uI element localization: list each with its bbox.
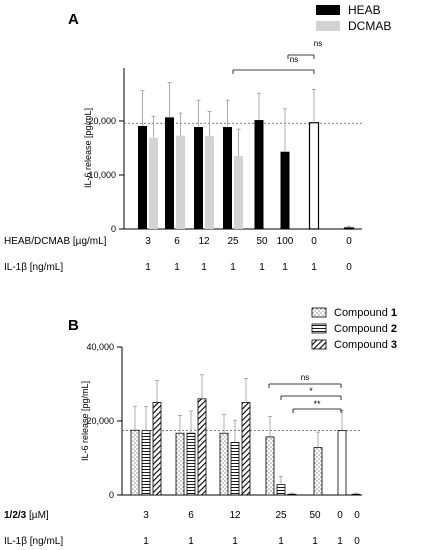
legend-b-label-2: Compound 2 — [334, 323, 397, 335]
panel-a: A HEAB DCMAB IL-6 release [pg/mL] 0 10,0… — [4, 3, 391, 273]
bar-b-3-6 — [351, 493, 361, 496]
y-ticks-b: 0 20,000 40,000 — [86, 342, 122, 500]
bar-a-0-2 — [194, 127, 203, 229]
bar-a-1-2 — [205, 136, 214, 229]
panel-b: B Compound 1 Compound 2 Compound 3 IL-6 … — [4, 307, 397, 547]
x-cat-a-0: 3 — [145, 236, 151, 247]
x-il-a-3: 1 — [230, 262, 236, 273]
bar-b-2-1 — [197, 398, 207, 496]
x-il-b-0: 1 — [143, 536, 149, 547]
bar-b-0-1 — [175, 432, 185, 496]
x-cat-a-2: 12 — [198, 236, 210, 247]
x-cat-b-2: 12 — [229, 510, 241, 521]
row-label-a-il: IL-1β [ng/mL] — [4, 262, 63, 273]
x-cat-a-1: 6 — [174, 236, 180, 247]
x-il-a-1: 1 — [174, 262, 180, 273]
x-il-a-7: 0 — [346, 262, 352, 273]
y-tick-label-a-1: 10,000 — [88, 170, 116, 180]
legend-a-swatch-heab — [316, 5, 340, 15]
panel-b-label: B — [68, 317, 79, 334]
bar-b-0-4 — [313, 447, 323, 496]
x-il-b-3: 1 — [278, 536, 284, 547]
bar-b-1-3 — [276, 484, 286, 496]
row-label-b-conc: 1/2/3 [µM] — [4, 510, 49, 521]
x-cat-b-4: 50 — [309, 510, 321, 521]
legend-b-swatch-3 — [311, 339, 327, 350]
row-label-b-il: IL-1β [ng/mL] — [4, 536, 63, 547]
bar-a-0-5 — [280, 151, 290, 229]
legend-b: Compound 1 Compound 2 Compound 3 — [311, 307, 397, 351]
x-cat-b-5: 0 — [337, 510, 343, 521]
bar-b-2-2 — [241, 402, 251, 496]
x-cat-a-3: 25 — [227, 236, 239, 247]
x-il-a-0: 1 — [145, 262, 151, 273]
x-cat-a-5: 100 — [277, 236, 294, 247]
legend-a: HEAB DCMAB — [316, 3, 391, 33]
x-cat-b-0: 3 — [143, 510, 149, 521]
legend-b-swatch-2 — [311, 323, 327, 334]
row-label-a-conc: HEAB/DCMAB [µg/mL] — [4, 236, 107, 247]
y-tick-label-b-0: 0 — [109, 490, 114, 500]
bar-b-0-0 — [130, 429, 140, 496]
x-labels-a: HEAB/DCMAB [µg/mL] IL-1β [ng/mL] 3 1 6 1 12 1… — [4, 236, 352, 273]
x-il-b-6: 0 — [354, 536, 360, 547]
sig-b-label-1: * — [309, 386, 313, 396]
x-cat-a-4: 50 — [256, 236, 268, 247]
x-il-a-4: 1 — [259, 262, 265, 273]
x-cat-a-7: 0 — [346, 236, 352, 247]
bar-b-2-3 — [287, 493, 297, 496]
x-cat-a-6: 0 — [311, 236, 317, 247]
y-ticks-a: 0 10,000 20,000 — [88, 116, 124, 234]
x-il-a-6: 1 — [311, 262, 317, 273]
x-il-a-5: 1 — [282, 262, 288, 273]
bar-a-0-0 — [138, 125, 147, 229]
legend-b-swatch-1 — [311, 307, 327, 318]
bar-b-1-0 — [141, 430, 151, 496]
legend-a-label-heab: HEAB — [348, 3, 381, 17]
bar-b-0-3 — [265, 436, 275, 496]
x-il-b-5: 1 — [337, 536, 343, 547]
bar-a-0-1 — [165, 117, 174, 229]
legend-a-label-dcmab: DCMAB — [348, 19, 391, 33]
bar-a-1-3 — [234, 156, 243, 229]
y-tick-label-a-0: 0 — [111, 224, 116, 234]
bar-b-1-2 — [230, 442, 240, 496]
bar-a-2-7 — [343, 227, 355, 230]
bar-b-2-0 — [152, 402, 162, 496]
x-il-b-4: 1 — [312, 536, 318, 547]
x-il-b-2: 1 — [232, 536, 238, 547]
y-axis-title-a: IL-6 release [pg/mL] — [83, 108, 93, 188]
x-cat-b-6: 0 — [354, 510, 360, 521]
y-tick-label-a-2: 20,000 — [88, 116, 116, 126]
bars-b — [130, 374, 361, 496]
bar-b-1-1 — [186, 432, 196, 496]
y-tick-label-b-1: 20,000 — [86, 416, 114, 426]
sig-b-label-0: ns — [301, 373, 309, 382]
significance-a: ns ns — [232, 39, 322, 74]
bar-a-0-4 — [254, 120, 264, 229]
bar-a-0-3 — [223, 127, 232, 229]
bar-a-2-6 — [308, 122, 320, 230]
legend-a-swatch-dcmab — [316, 21, 340, 31]
legend-b-label-3: Compound 3 — [334, 339, 397, 351]
sig-a-label-1: ns — [314, 39, 322, 48]
x-labels-b: 1/2/3 [µM] IL-1β [ng/mL] 316112125150101… — [4, 510, 360, 547]
significance-b: ns * ** — [268, 373, 342, 413]
panel-a-label: A — [68, 11, 79, 28]
x-il-a-2: 1 — [201, 262, 207, 273]
sig-a-label-0: ns — [290, 55, 298, 64]
x-cat-b-3: 25 — [275, 510, 287, 521]
bars-a — [138, 82, 355, 230]
legend-b-label-1: Compound 1 — [334, 307, 397, 319]
y-tick-label-b-2: 40,000 — [86, 342, 114, 352]
y-axis-title-b: IL-6 release [pg/mL] — [80, 381, 90, 461]
x-cat-b-1: 6 — [188, 510, 194, 521]
sig-b-label-2: ** — [313, 399, 321, 409]
bar-a-1-1 — [176, 135, 185, 229]
bar-b-0-2 — [219, 432, 229, 496]
x-il-b-1: 1 — [188, 536, 194, 547]
bar-a-1-0 — [149, 137, 158, 229]
bar-b-3-5 — [337, 430, 347, 496]
